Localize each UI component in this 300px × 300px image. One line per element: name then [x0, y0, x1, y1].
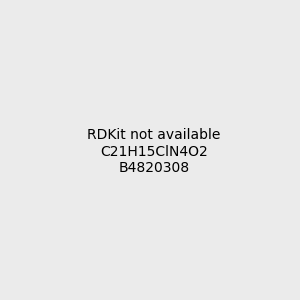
Text: RDKit not available
C21H15ClN4O2
B4820308: RDKit not available C21H15ClN4O2 B482030…: [87, 128, 220, 175]
